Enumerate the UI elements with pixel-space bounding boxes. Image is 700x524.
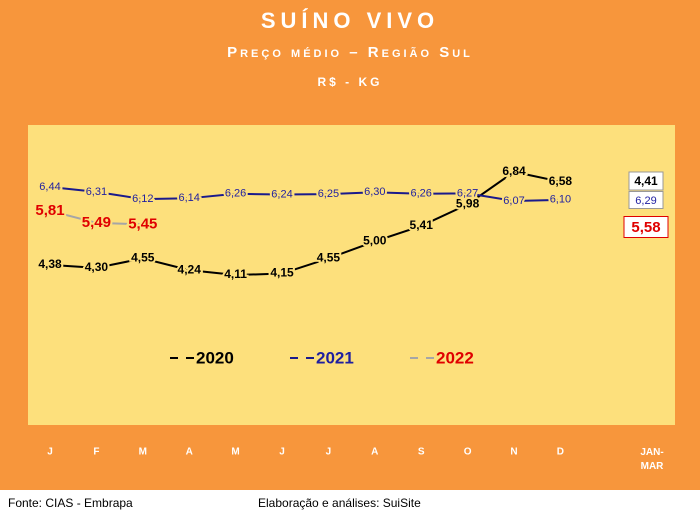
- x-tick-label: S: [418, 447, 425, 458]
- data-label: 5,98: [456, 197, 480, 211]
- data-label: 6,27: [457, 187, 478, 199]
- chart-title: SUÍNO VIVO: [261, 8, 439, 33]
- x-tick-label: J: [326, 447, 332, 458]
- x-tick-label: A: [371, 447, 378, 458]
- x-tick-label: J: [47, 447, 53, 458]
- data-label: 5,41: [410, 218, 434, 232]
- data-label: 6,10: [550, 194, 571, 206]
- plot-area: [28, 125, 675, 425]
- series-line: [49, 209, 143, 226]
- summary-box: [628, 191, 664, 209]
- chart-subtitle: Preço médio – Região Sul: [227, 44, 473, 61]
- summary-label: 4,41: [634, 174, 658, 188]
- legend-label: 2021: [316, 348, 354, 367]
- data-label: 6,26: [410, 188, 431, 200]
- data-label: 4,15: [270, 266, 294, 280]
- data-label: 6,84: [502, 164, 526, 178]
- x-tick-label: JAN-MAR: [640, 447, 664, 472]
- data-label: 5,45: [128, 215, 157, 232]
- data-label: 6,58: [549, 174, 573, 188]
- data-label: 4,38: [38, 257, 62, 271]
- series-line: [49, 170, 561, 277]
- summary-box: [628, 171, 664, 191]
- data-label: 4,24: [178, 262, 202, 276]
- data-label: 6,07: [503, 195, 524, 207]
- x-tick-label: O: [464, 447, 472, 458]
- x-tick-label: M: [139, 447, 147, 458]
- data-label: 6,24: [271, 188, 292, 200]
- x-tick-label: D: [557, 447, 564, 458]
- credit: Elaboração e análises: SuiSite: [258, 496, 421, 510]
- data-label: 4,55: [317, 251, 341, 265]
- summary-label: 6,29: [635, 195, 656, 207]
- data-label: 6,12: [132, 193, 153, 205]
- unit-label: R$ - KG: [317, 75, 382, 89]
- data-label: 6,44: [39, 181, 60, 193]
- legend-label: 2022: [436, 348, 474, 367]
- series-line: [49, 185, 561, 202]
- x-tick-label: F: [93, 447, 99, 458]
- data-label: 6,25: [318, 188, 339, 200]
- data-label: 6,31: [86, 186, 107, 198]
- summary-box: [623, 216, 669, 238]
- data-label: 5,49: [82, 214, 111, 231]
- data-label: 4,11: [224, 267, 247, 281]
- x-tick-label: J: [279, 447, 285, 458]
- data-label: 6,30: [364, 186, 385, 198]
- data-label: 6,26: [225, 188, 246, 200]
- data-label: 5,00: [363, 234, 387, 248]
- x-tick-label: N: [510, 447, 517, 458]
- x-tick-label: A: [186, 447, 193, 458]
- source: Fonte: CIAS - Embrapa: [8, 496, 133, 510]
- data-label: 4,55: [131, 251, 155, 265]
- data-label: 4,30: [85, 260, 109, 274]
- data-label: 6,14: [178, 192, 199, 204]
- data-label: 5,81: [35, 202, 64, 219]
- x-tick-label: M: [231, 447, 239, 458]
- legend-label: 2020: [196, 348, 234, 367]
- footer-band: [0, 490, 700, 524]
- summary-label: 5,58: [631, 219, 660, 236]
